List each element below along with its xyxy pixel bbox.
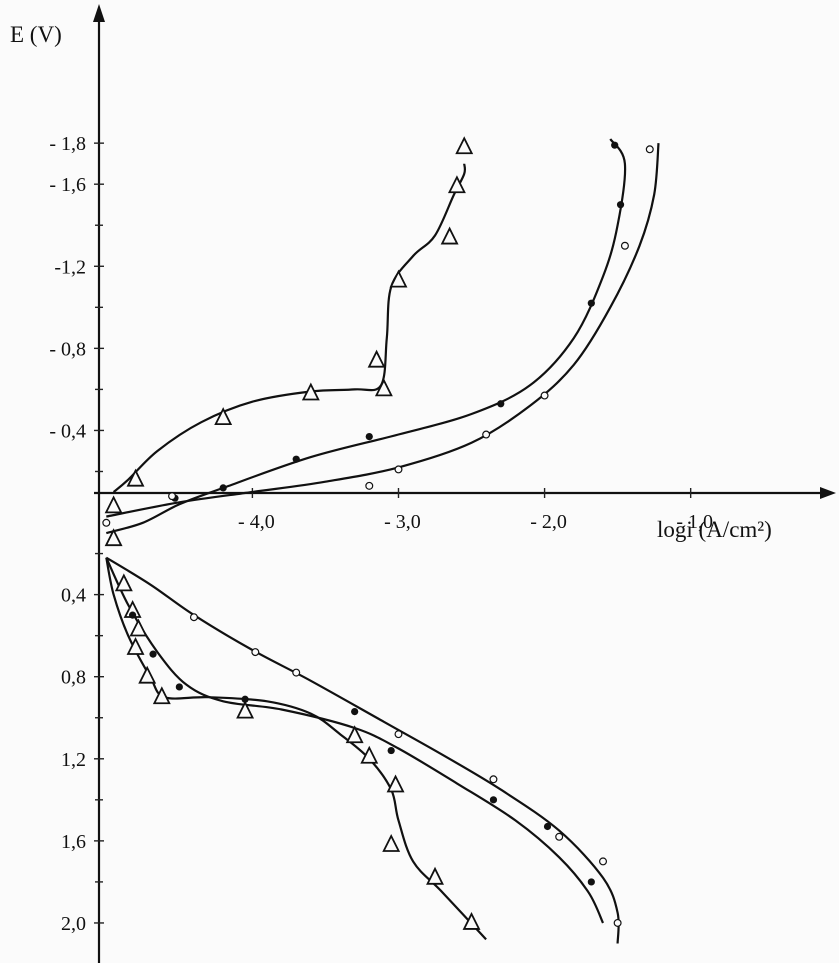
filled-circle-marker — [241, 695, 249, 703]
open-circle-marker — [168, 492, 177, 501]
y-tick-label: 0,8 — [61, 667, 86, 689]
filled-circle-marker — [219, 484, 227, 492]
y-tick-label: 2,0 — [61, 913, 86, 935]
triangle-marker — [104, 495, 123, 514]
filled-circle-marker — [175, 683, 183, 691]
triangle-marker — [360, 745, 379, 764]
filled-circle-marker — [149, 650, 157, 658]
x-axis-title: logi (A/cm²) — [657, 517, 772, 542]
triangle-marker — [152, 686, 171, 705]
series-3-cathodic-curve — [106, 143, 660, 518]
open-circle-marker — [482, 430, 491, 439]
triangle-marker — [367, 349, 386, 368]
y-tick-label: - 0,8 — [49, 338, 86, 360]
open-circle-marker — [620, 241, 629, 250]
open-circle-marker — [365, 481, 374, 490]
filled-circle-marker — [543, 822, 552, 831]
filled-circle-marker — [497, 400, 505, 408]
triangle-marker — [345, 725, 364, 744]
x-tick-label: - 4,0 — [238, 511, 275, 533]
triangle-marker — [214, 407, 233, 426]
triangle-marker — [374, 378, 393, 397]
filled-circle-marker — [616, 201, 625, 209]
open-circle-marker — [102, 518, 111, 527]
triangle-marker — [455, 136, 474, 155]
open-circle-marker — [489, 775, 498, 784]
series-curves — [105, 138, 660, 944]
triangle-marker — [129, 618, 148, 637]
open-circle-marker — [645, 145, 654, 154]
triangle-marker — [440, 226, 459, 245]
open-circle-marker — [394, 465, 403, 474]
triangle-marker — [114, 573, 133, 592]
y-tick-label: - 0,4 — [49, 420, 86, 442]
triangle-marker — [447, 175, 466, 194]
open-circle-marker — [292, 668, 301, 677]
y-tick-label: -1,2 — [54, 256, 86, 278]
triangle-marker — [389, 269, 408, 288]
y-tick-label: 1,6 — [61, 831, 86, 853]
filled-circle-marker — [611, 141, 619, 149]
x-axis-arrowhead — [820, 487, 836, 499]
filled-circle-marker — [129, 611, 137, 619]
open-circle-marker — [613, 918, 622, 927]
series-3-anodic-curve — [105, 556, 620, 944]
x-tick-label: - 2,0 — [530, 511, 567, 533]
y-axis-arrowhead — [93, 4, 105, 22]
open-circle-marker — [251, 648, 260, 657]
open-circle-marker — [189, 613, 198, 622]
series-1-cathodic-curve — [112, 163, 467, 493]
filled-circle-marker — [351, 707, 359, 716]
triangle-marker — [126, 468, 145, 487]
y-axis-title: E (V) — [10, 22, 62, 47]
triangle-marker — [386, 774, 405, 793]
triangle-marker — [104, 528, 123, 547]
filled-circle-marker — [489, 796, 498, 804]
series-markers — [102, 136, 654, 930]
series-2-cathodic-curve — [105, 138, 627, 535]
filled-circle-marker — [292, 455, 300, 463]
open-circle-marker — [394, 730, 403, 739]
triangle-marker — [126, 636, 145, 655]
filled-circle-marker — [587, 299, 595, 307]
filled-circle-marker — [387, 746, 395, 755]
y-tick-label: - 1,6 — [49, 174, 86, 196]
open-circle-marker — [540, 391, 549, 400]
filled-circle-marker — [365, 433, 373, 441]
x-tick-label: - 3,0 — [384, 511, 421, 533]
triangle-marker — [382, 833, 401, 852]
axes: E (V) logi (A/cm²) — [10, 4, 836, 963]
triangle-marker — [301, 382, 320, 401]
triangle-marker — [462, 911, 481, 930]
open-circle-marker — [555, 832, 564, 841]
y-tick-label: 0,4 — [61, 585, 86, 607]
open-circle-marker — [599, 857, 608, 866]
filled-circle-marker — [587, 878, 595, 886]
triangle-marker — [138, 665, 157, 684]
ticks: - 1,8 - 1,6 -1,2 - 0,8 - 0,4 0,4 0,8 1,2 1,6 2,0 -… — [49, 133, 713, 935]
triangle-marker — [236, 700, 255, 719]
triangle-marker — [426, 866, 444, 885]
y-tick-label: 1,2 — [61, 749, 86, 771]
x-tick-label: - 1,0 — [676, 511, 713, 533]
y-tick-label: - 1,8 — [49, 133, 86, 155]
